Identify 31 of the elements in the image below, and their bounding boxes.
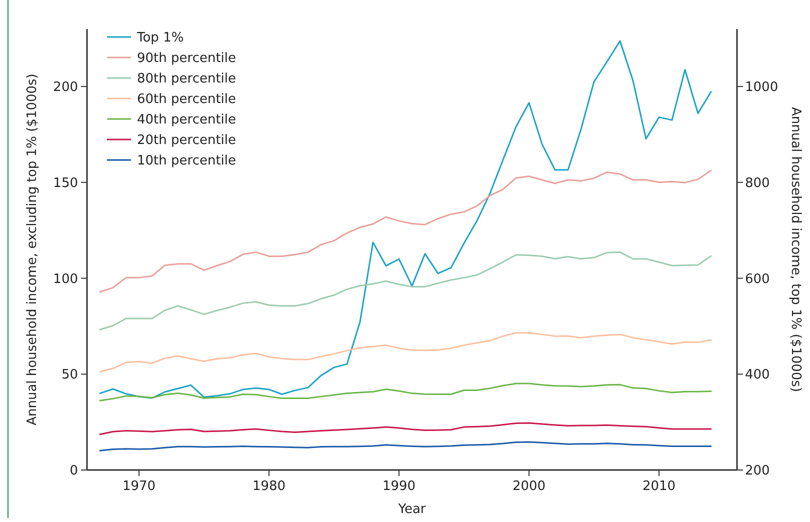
x-tick-label: 2000 (512, 479, 546, 494)
x-tick-label: 1970 (122, 479, 156, 494)
x-tick-label: 1980 (252, 479, 286, 494)
x-tick-label: 2010 (642, 479, 676, 494)
legend-label: 10th percentile (137, 154, 236, 169)
x-tick-label: 1990 (382, 479, 416, 494)
line-series (99, 251, 712, 330)
y2-tick-label: 200 (745, 464, 770, 479)
y2-tick-label: 1000 (745, 80, 778, 96)
line-series (99, 382, 712, 402)
legend-label: 90th percentile (137, 51, 236, 66)
legend-label: 40th percentile (137, 112, 236, 128)
y2-tick-label: 800 (745, 176, 770, 191)
y-tick-label: 150 (53, 176, 78, 191)
y-tick-label: 0 (70, 464, 78, 479)
y2-tick-label: 400 (745, 368, 770, 383)
line-series (99, 332, 712, 372)
y2-axis-title: Annual household income, top 1% ($1000s) (788, 106, 803, 392)
x-axis-title: Year (397, 502, 426, 517)
y-tick-label: 50 (61, 368, 78, 383)
line-series (99, 422, 712, 436)
y-axis-title: Annual household income, excluding top 1% ($1000s) (25, 74, 40, 426)
y-tick-label: 100 (53, 272, 78, 287)
y-tick-label: 200 (53, 80, 78, 96)
legend-label: 60th percentile (137, 92, 236, 108)
y2-tick-label: 600 (745, 272, 770, 287)
legend-label: 20th percentile (137, 133, 236, 148)
legend-label: 80th percentile (137, 72, 236, 87)
legend-label: Top 1% (136, 30, 184, 46)
line-series (99, 441, 712, 452)
line-series (99, 170, 712, 293)
